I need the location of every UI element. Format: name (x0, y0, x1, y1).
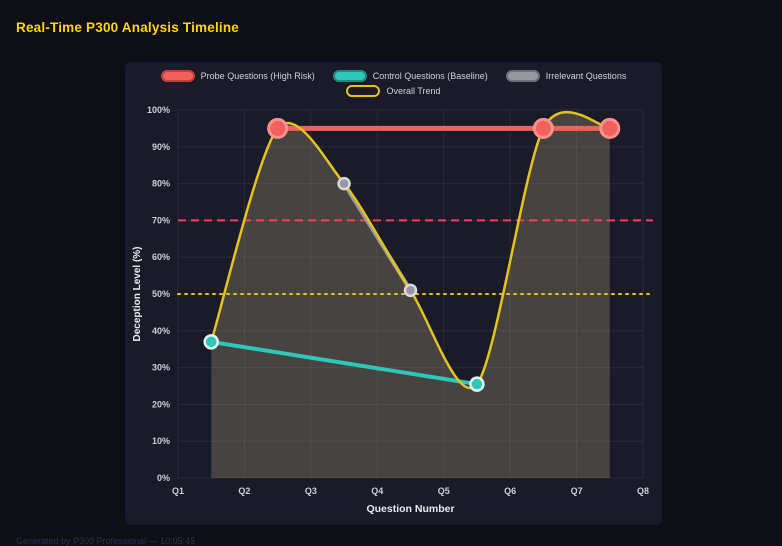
x-tick-label: Q5 (438, 486, 450, 496)
y-axis-title: Deception Level (%) (132, 246, 143, 341)
y-tick-label: 10% (152, 436, 170, 446)
y-tick-label: 80% (152, 179, 170, 189)
data-point[interactable] (599, 117, 621, 139)
x-tick-label: Q4 (371, 486, 383, 496)
chart-panel: Probe Questions (High Risk) Control Quest… (125, 62, 662, 525)
legend-marker (332, 70, 367, 82)
y-tick-label: 30% (152, 363, 170, 373)
legend-marker (505, 70, 540, 82)
x-tick-label: Q7 (571, 486, 583, 496)
data-point[interactable] (267, 117, 289, 139)
legend-label: Control Questions (Baseline) (372, 71, 488, 81)
legend-label: Irrelevant Questions (545, 71, 627, 81)
y-tick-label: 70% (152, 215, 170, 225)
x-tick-label: Q1 (172, 486, 184, 496)
y-tick-label: 90% (152, 142, 170, 152)
data-point[interactable] (403, 283, 418, 298)
footer-note: Generated by P300 Professional — 10:05:4… (16, 536, 196, 546)
x-axis-title: Question Number (366, 503, 454, 515)
legend-marker (346, 85, 381, 97)
x-tick-label: Q8 (637, 486, 649, 496)
y-tick-label: 60% (152, 252, 170, 262)
legend-label: Probe Questions (High Risk) (200, 71, 315, 81)
y-tick-label: 20% (152, 399, 170, 409)
legend-label: Overall Trend (386, 86, 441, 96)
series-line (209, 339, 479, 387)
legend-item-3[interactable]: Overall Trend (346, 85, 441, 97)
x-tick-label: Q6 (504, 486, 516, 496)
data-point[interactable] (532, 117, 554, 139)
legend-item-0[interactable]: Probe Questions (High Risk) (160, 70, 315, 82)
y-tick-label: 50% (152, 289, 170, 299)
timeline-chart[interactable]: 0% 10% 20% 30% 40% 50% 60% 70% 80% 90% 100% Q1 Q2 Q3 Q… (125, 62, 662, 525)
legend-row-1: Probe Questions (High Risk) Control Quest… (160, 70, 627, 82)
legend-row-2: Overall Trend (346, 85, 441, 97)
y-tick-label: 0% (157, 473, 170, 483)
legend-marker (160, 70, 195, 82)
data-point[interactable] (337, 176, 351, 191)
page-title: Real-Time P300 Analysis Timeline (16, 20, 240, 35)
data-point[interactable] (203, 334, 219, 350)
data-point[interactable] (469, 376, 485, 392)
legend-item-2[interactable]: Irrelevant Questions (505, 70, 627, 82)
y-tick-label: 100% (147, 105, 170, 115)
chart-legend: Probe Questions (High Risk) Control Quest… (125, 70, 662, 97)
x-tick-label: Q2 (238, 486, 250, 496)
x-tick-label: Q3 (305, 486, 317, 496)
y-tick-label: 40% (152, 326, 170, 336)
legend-item-1[interactable]: Control Questions (Baseline) (332, 70, 488, 82)
